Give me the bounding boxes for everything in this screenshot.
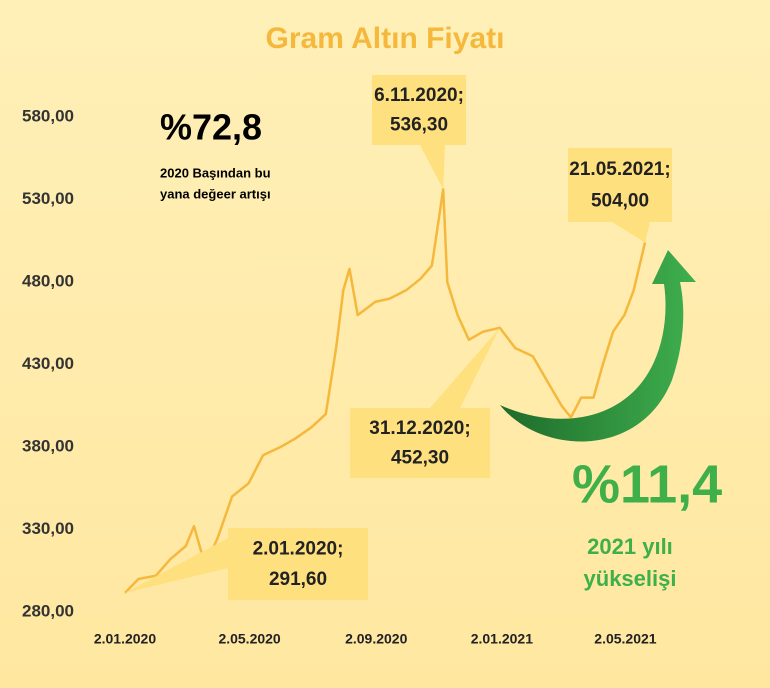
- total-note: 2020 Başından bu: [160, 165, 271, 180]
- callout-value: 504,00: [591, 190, 649, 211]
- plot: 280,00 330,00 380,00 430,00 480,00 530,00 580,…: [22, 75, 672, 647]
- x-tick-label: 2.05.2021: [594, 631, 656, 647]
- y-tick-label: 380,00: [22, 437, 74, 456]
- callout-box: [372, 75, 466, 145]
- price-line: [124, 187, 647, 594]
- total-note: yana değeer artışı: [160, 186, 271, 201]
- x-tick-label: 2.05.2020: [218, 631, 280, 647]
- total-change: %72,8: [160, 107, 262, 148]
- y-tick-label: 280,00: [22, 601, 74, 620]
- callout-value: 536,30: [390, 114, 448, 135]
- callout-value: 452,30: [391, 447, 449, 468]
- callout-date: 21.05.2021;: [569, 159, 670, 180]
- x-tick-label: 2.01.2021: [471, 631, 533, 647]
- callout-date: 31.12.2020;: [369, 418, 470, 439]
- y-tick-label: 530,00: [22, 189, 74, 208]
- chart-title: Gram Altın Fiyatı: [266, 22, 505, 55]
- callout-box: [568, 148, 672, 222]
- y-tick-label: 480,00: [22, 272, 74, 291]
- callout-pointer: [125, 538, 228, 593]
- callout-pointer: [430, 327, 500, 408]
- callout-date: 2.01.2020;: [253, 539, 344, 560]
- callout-pointer: [420, 145, 445, 190]
- callout-box: [228, 528, 368, 600]
- callout-box: [350, 408, 490, 478]
- callout-pointer: [612, 222, 650, 243]
- arrow: [500, 250, 696, 442]
- callout-date: 6.11.2020;: [374, 85, 464, 106]
- x-tick-label: 2.09.2020: [345, 631, 407, 647]
- ytd-change: %11,4: [572, 454, 722, 514]
- y-tick-label: 580,00: [22, 107, 74, 126]
- ytd-note: 2021 yılı: [587, 534, 673, 559]
- callout-value: 291,60: [269, 569, 327, 590]
- y-tick-label: 330,00: [22, 519, 74, 538]
- ytd-note: yükselişi: [584, 566, 677, 591]
- y-tick-label: 430,00: [22, 354, 74, 373]
- x-tick-label: 2.01.2020: [94, 631, 156, 647]
